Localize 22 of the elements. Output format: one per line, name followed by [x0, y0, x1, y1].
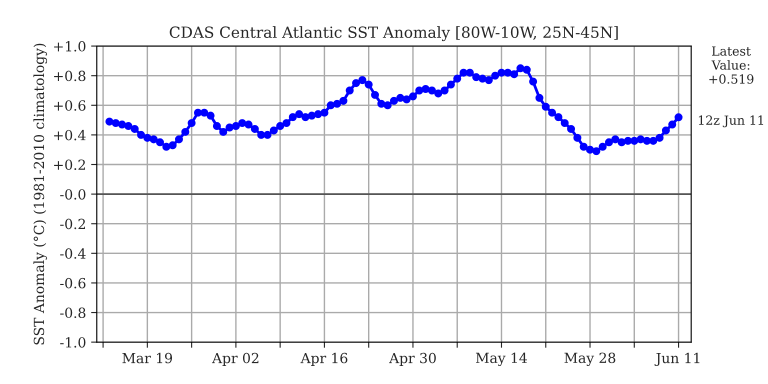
chart-title: CDAS Central Atlantic SST Anomaly [80W-10W, 25N-45N]	[170, 26, 618, 42]
y-tick-label: -0.2	[60, 218, 85, 230]
y-tick-label: +0.6	[54, 100, 86, 111]
text: 12z Jun 11	[698, 115, 764, 128]
y-tick-label: +0.8	[54, 70, 86, 82]
x-tick-label: May 28	[564, 352, 616, 366]
y-tick-label: +1.0	[54, 41, 86, 52]
x-tick-label: Mar 19	[122, 352, 172, 364]
x-tick-label: Apr 30	[389, 352, 436, 366]
y-tick-label: -0.4	[60, 248, 86, 259]
y-tick-label: -0.8	[60, 308, 86, 318]
y-tick-label: +0.2	[54, 159, 85, 170]
x-tick-label: Jun 11	[654, 352, 700, 366]
y-axis-title: SST Anomaly (°C) (1981-2010 climatology)	[33, 44, 48, 344]
x-tick-label: Apr 16	[300, 352, 348, 366]
y-tick-label: -0.6	[60, 278, 86, 288]
y-tick-label: +0.4	[54, 130, 86, 140]
y-tick-label: -0.0	[60, 189, 86, 200]
text: Latest Value: +0.519	[709, 46, 754, 84]
y-tick-label: -1.0	[60, 337, 86, 348]
x-tick-label: May 14	[476, 352, 528, 366]
x-tick-label: Apr 02	[212, 352, 258, 366]
